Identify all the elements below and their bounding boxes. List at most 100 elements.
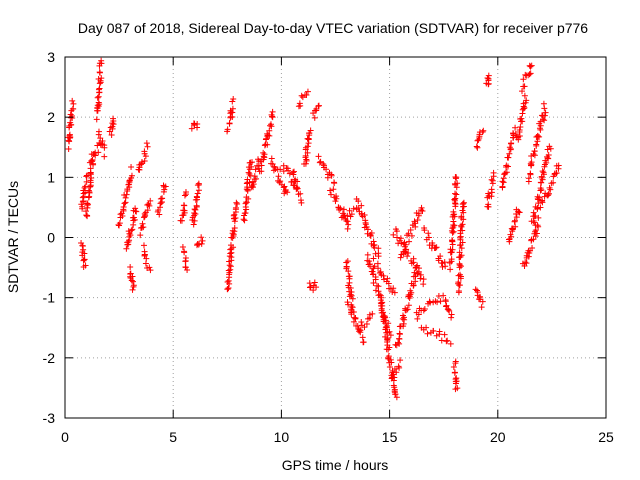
data-series-segment [255, 108, 276, 175]
data-point [294, 178, 301, 185]
data-point [398, 240, 405, 247]
data-point [457, 271, 464, 278]
data-series-segment [123, 205, 140, 252]
data-series-segment [179, 244, 191, 274]
data-point [521, 83, 528, 90]
data-point [451, 369, 458, 376]
data-point [95, 131, 102, 138]
data-point [79, 194, 86, 201]
data-point [451, 196, 458, 203]
data-point [414, 270, 421, 277]
data-point [553, 170, 560, 176]
data-point [229, 98, 236, 105]
data-point [83, 212, 90, 219]
data-point [304, 88, 311, 95]
data-point [391, 289, 398, 296]
data-point [516, 209, 523, 216]
data-series-segment [188, 120, 201, 132]
data-point [146, 264, 153, 271]
data-point [530, 209, 537, 216]
data-series-segment [418, 324, 454, 347]
data-point [386, 328, 393, 335]
data-point [406, 238, 413, 245]
data-point [340, 206, 347, 213]
data-point [405, 249, 412, 256]
data-point [260, 149, 267, 156]
data-point [541, 112, 548, 119]
data-point [380, 272, 387, 279]
data-point [82, 183, 89, 190]
data-point [456, 282, 463, 289]
data-point [377, 268, 384, 275]
data-point [346, 207, 353, 214]
data-point [500, 179, 507, 186]
data-point [344, 258, 351, 265]
data-point [358, 202, 365, 209]
data-point [474, 144, 481, 151]
data-series-segment [450, 358, 461, 393]
data-point [66, 138, 73, 145]
data-point [439, 263, 446, 270]
data-point [379, 313, 386, 320]
data-series-segment [343, 258, 356, 314]
data-point [515, 208, 522, 215]
chart-title: Day 087 of 2018, Sidereal Day-to-day VTE… [78, 20, 588, 36]
data-point [370, 255, 377, 262]
data-point [179, 244, 186, 251]
data-series-segment [140, 242, 154, 274]
data-point [129, 273, 136, 280]
data-series-segment [240, 159, 255, 224]
data-point [195, 187, 202, 194]
data-point [243, 199, 250, 206]
data-point [537, 122, 544, 129]
data-point [389, 289, 396, 296]
data-series-segment [357, 310, 376, 336]
data-point [453, 174, 460, 181]
data-point [527, 70, 534, 77]
data-point [147, 267, 154, 274]
data-point [387, 356, 394, 363]
data-point [459, 207, 466, 214]
data-point [297, 102, 304, 109]
data-point [534, 133, 541, 140]
data-point [80, 257, 87, 264]
data-point [181, 207, 188, 214]
data-point [70, 100, 77, 107]
data-point [370, 280, 377, 287]
data-point [361, 324, 368, 331]
data-point [490, 169, 497, 176]
data-point [81, 184, 88, 191]
data-series-segment [513, 92, 530, 143]
data-point [442, 298, 449, 305]
data-point [425, 234, 432, 241]
data-point [95, 93, 102, 100]
data-point [372, 276, 379, 283]
data-point [98, 75, 105, 82]
x-tick-label: 25 [598, 429, 614, 445]
data-point [419, 207, 426, 214]
data-point [504, 163, 511, 170]
data-point [451, 222, 458, 229]
data-point [138, 224, 145, 231]
data-point [67, 111, 74, 118]
data-point [388, 375, 395, 382]
data-point [130, 283, 137, 290]
data-point [402, 246, 409, 253]
data-point [454, 385, 461, 392]
data-point [345, 221, 352, 228]
data-point [79, 203, 86, 210]
data-series-segment [301, 127, 314, 167]
data-point [519, 88, 525, 95]
data-point [547, 145, 554, 152]
data-point [224, 128, 231, 135]
data-point [226, 269, 233, 276]
data-point [343, 264, 350, 271]
data-point [379, 302, 386, 309]
data-point [460, 199, 467, 206]
data-point [245, 195, 252, 202]
data-point [531, 219, 538, 226]
data-point [226, 262, 233, 269]
data-series-segment [224, 199, 241, 293]
data-point [96, 85, 103, 92]
data-point [510, 130, 517, 137]
